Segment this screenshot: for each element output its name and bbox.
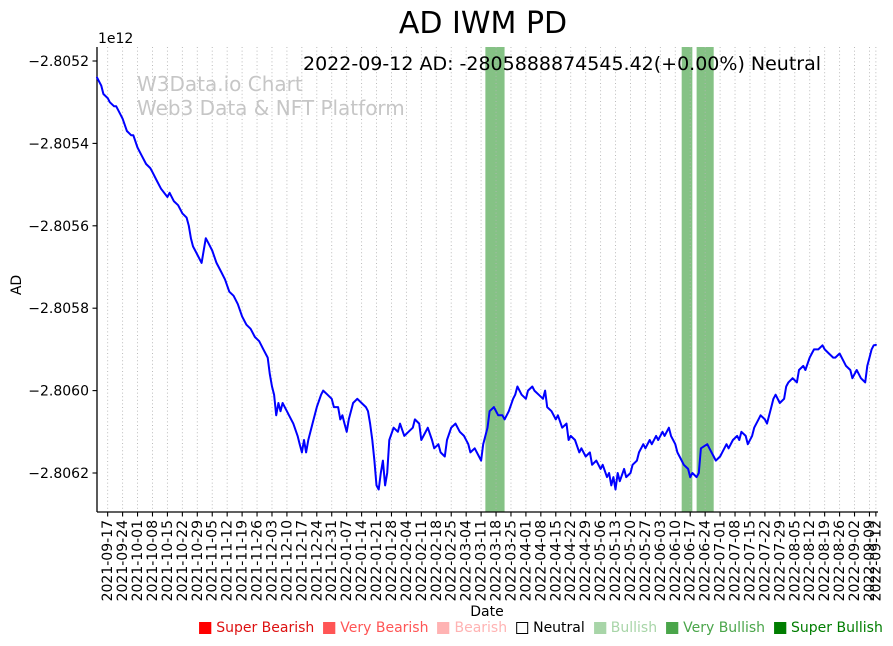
x-tick-label: 2022-01-21 [369,520,385,601]
legend-item-neutral: Neutral [516,620,585,636]
x-tick-label: 2021-12-17 [294,520,310,601]
x-tick-label: 2022-01-07 [339,520,355,601]
watermark-line1: W3Data.io Chart [137,72,303,96]
legend-item-super-bearish: Super Bearish [199,620,314,636]
y-tick-label: −2.8062 [28,466,89,482]
legend-item-bullish: Bullish [593,620,658,636]
x-tick-label: 2021-10-08 [145,520,161,601]
x-tick-label: 2021-12-24 [309,520,325,601]
signal-band [485,47,505,512]
y-tick-label: −2.8060 [28,384,89,400]
legend-swatch [774,622,787,634]
legend-label: Super Bearish [216,620,315,636]
legend-label: Neutral [533,620,585,636]
legend-swatch [323,622,336,634]
legend: Super Bearish Very Bearish Bearish Neutral B… [199,620,883,636]
x-tick-label: 2022-03-04 [459,520,475,601]
x-tick-label: 2022-09-02 [847,520,863,601]
x-tick-label: 2022-03-25 [503,520,519,601]
x-tick-label: 2022-04-15 [548,520,564,601]
x-tick-label: 2022-01-14 [354,520,370,601]
x-tick-label: 2022-01-28 [384,520,400,601]
x-tick-label: 2021-11-19 [235,520,251,601]
legend-swatch [593,622,606,634]
signal-band [681,47,693,512]
legend-label: Super Bullish [791,620,883,636]
x-tick-label: 2022-07-29 [772,520,788,601]
legend-swatch [666,622,679,634]
x-tick-label: 2022-08-05 [787,520,803,601]
x-tick-label: 2022-02-18 [429,520,445,601]
x-tick-label: 2022-05-13 [608,520,624,601]
x-tick-label: 2022-08-26 [832,520,848,601]
x-axis-label: Date [470,604,504,620]
x-tick-label: 2022-05-20 [623,520,639,601]
x-tick-label: 2022-09-12 [868,520,884,601]
x-tick-label: 2022-07-08 [728,520,744,601]
legend-item-bearish: Bearish [437,620,507,636]
x-tick-label: 2021-12-10 [279,520,295,601]
x-tick-label: 2022-08-19 [817,520,833,601]
x-tick-label: 2022-06-17 [683,520,699,601]
x-tick-label: 2022-07-15 [742,520,758,601]
x-tick-label: 2022-04-08 [533,520,549,601]
legend-item-very-bullish: Very Bullish [666,620,765,636]
x-tick-label: 2021-10-01 [130,520,146,601]
legend-label: Bullish [610,620,658,636]
x-tick-label: 2022-09-09 [862,520,878,601]
x-tick-label: 2022-07-22 [757,520,773,601]
y-tick-label: −2.8052 [28,54,89,70]
y-tick-label: −2.8054 [28,136,89,152]
x-tick-label: 2022-06-24 [698,520,714,601]
x-tick-label: 2021-11-12 [220,520,236,601]
y-axis-label: AD [9,274,25,296]
signal-band [696,47,714,512]
legend-item-very-bearish: Very Bearish [323,620,428,636]
y-tick-label: −2.8058 [28,301,89,317]
ad-line [96,76,877,491]
x-tick-label: 2021-10-15 [160,520,176,601]
x-tick-label: 2022-07-01 [713,520,729,601]
x-tick-label: 2022-02-04 [399,520,415,601]
legend-swatch [437,622,450,634]
page-title: AD IWM PD [398,6,568,41]
chart-subtitle: 2022-09-12 AD: -2805888874545.42(+0.00%)… [303,53,822,75]
x-tick-label: 2022-02-11 [414,520,430,601]
x-tick-label: 2022-03-11 [474,520,490,601]
legend-label: Very Bullish [683,620,766,636]
y-axis-offset-text: 1e12 [98,31,134,47]
x-tick-label: 2022-04-22 [563,520,579,601]
legend-item-super-bullish: Super Bullish [774,620,883,636]
x-tick-label: 2022-05-06 [593,520,609,601]
x-tick-label: 2021-09-17 [100,520,116,601]
x-tick-label: 2022-04-01 [518,520,534,601]
x-tick-label: 2022-04-29 [578,520,594,601]
y-tick-label: −2.8056 [28,219,89,235]
legend-label: Very Bearish [340,620,429,636]
x-tick-label: 2021-12-31 [324,520,340,601]
x-tick-label: 2021-11-26 [250,520,266,601]
x-tick-label: 2021-10-29 [190,520,206,601]
x-tick-label: 2021-09-24 [115,520,131,601]
legend-swatch [516,622,529,634]
legend-label: Bearish [454,620,508,636]
x-tick-label: 2022-05-27 [638,520,654,601]
x-tick-label: 2022-08-12 [802,520,818,601]
x-tick-label: 2021-10-22 [175,520,191,601]
watermark-line2: Web3 Data & NFT Platform [137,96,405,120]
watermark: W3Data.io Chart Web3 Data & NFT Platform [137,72,405,120]
x-tick-label: 2021-11-05 [205,520,221,601]
x-tick-label: 2022-06-03 [653,520,669,601]
x-tick-label: 2021-12-03 [264,520,280,601]
legend-swatch [199,622,212,634]
x-tick-label: 2022-02-25 [444,520,460,601]
x-tick-label: 2022-03-18 [489,520,505,601]
x-tick-label: 2022-06-10 [668,520,684,601]
